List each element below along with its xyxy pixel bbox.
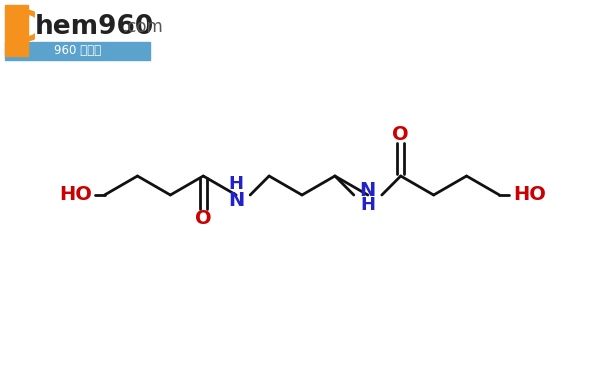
Text: 960 化工网: 960 化工网 [54,45,102,57]
Polygon shape [5,42,150,60]
Text: H: H [229,175,244,193]
Text: C: C [7,9,38,51]
Text: HO: HO [514,186,546,204]
Text: N: N [228,190,244,210]
Text: O: O [393,124,409,144]
Text: H: H [361,196,375,214]
Polygon shape [5,5,28,56]
Text: HO: HO [60,186,93,204]
Text: .com: .com [122,18,163,36]
Text: hem960: hem960 [35,14,154,40]
Text: O: O [195,209,212,228]
Text: N: N [360,180,376,200]
